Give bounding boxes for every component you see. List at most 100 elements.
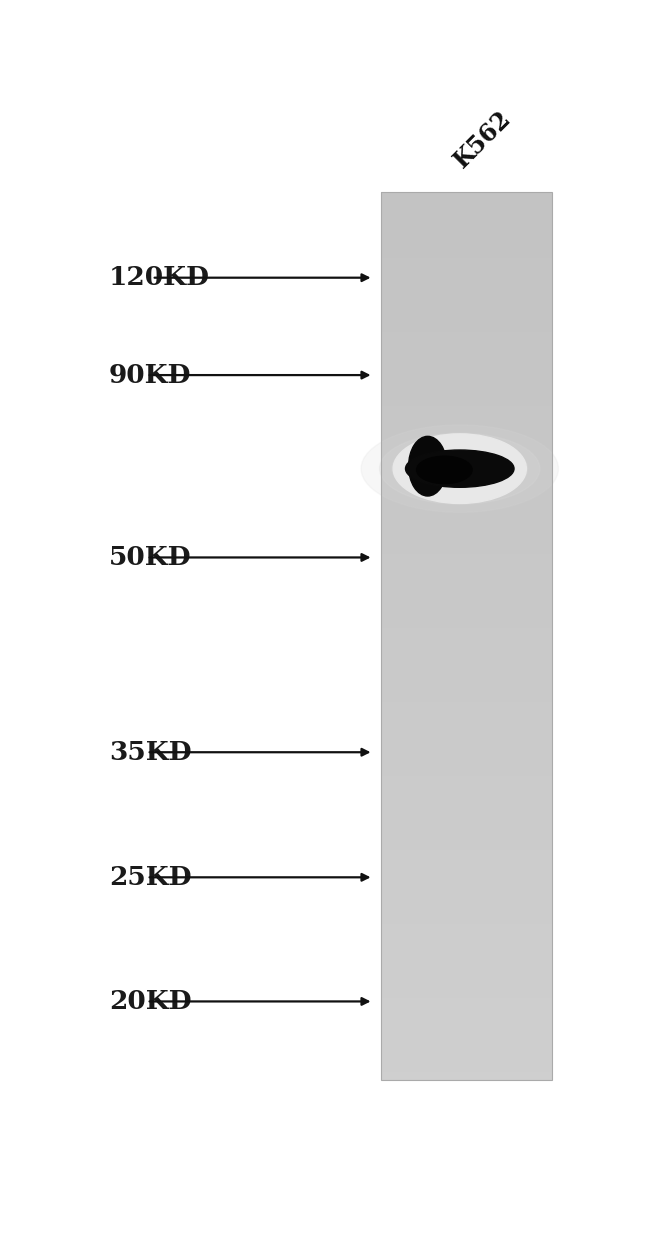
Bar <box>381 946 552 954</box>
Text: K562: K562 <box>450 107 516 172</box>
Bar <box>381 243 552 250</box>
Bar <box>381 539 552 547</box>
Bar <box>381 754 552 761</box>
Bar <box>381 332 552 340</box>
Bar <box>381 954 552 961</box>
Bar <box>381 769 552 776</box>
Bar <box>381 916 552 924</box>
Bar <box>381 998 552 1006</box>
Bar <box>381 258 552 265</box>
Bar <box>381 392 552 399</box>
Bar <box>381 325 552 332</box>
Bar <box>381 828 552 836</box>
Bar <box>381 1058 552 1065</box>
Bar <box>381 317 552 325</box>
Bar <box>381 651 552 658</box>
Bar <box>381 873 552 880</box>
Bar <box>381 422 552 429</box>
Bar <box>381 303 552 310</box>
Bar <box>381 976 552 983</box>
Bar <box>381 265 552 273</box>
Bar <box>381 377 552 384</box>
Bar <box>381 547 552 554</box>
Bar <box>381 1035 552 1043</box>
Bar <box>381 791 552 799</box>
Bar <box>381 702 552 709</box>
Bar <box>381 554 552 562</box>
Bar <box>381 207 552 215</box>
Bar <box>381 310 552 317</box>
Bar <box>381 880 552 888</box>
Bar <box>381 192 552 1080</box>
Bar <box>381 465 552 472</box>
Bar <box>381 273 552 280</box>
Bar <box>381 658 552 666</box>
Bar <box>381 510 552 517</box>
Bar <box>381 813 552 821</box>
Bar <box>381 621 552 629</box>
Bar <box>381 1006 552 1013</box>
Bar <box>381 591 552 599</box>
Bar <box>381 1013 552 1021</box>
Ellipse shape <box>409 436 447 496</box>
Bar <box>381 340 552 347</box>
Bar <box>381 666 552 673</box>
Bar <box>381 724 552 732</box>
Bar <box>381 347 552 355</box>
Bar <box>381 681 552 687</box>
Bar <box>381 746 552 754</box>
Bar <box>381 295 552 303</box>
Bar <box>381 407 552 414</box>
Bar <box>381 288 552 295</box>
Bar <box>381 991 552 998</box>
Text: 25KD: 25KD <box>109 864 192 890</box>
Bar <box>381 968 552 976</box>
Bar <box>381 1021 552 1028</box>
Bar <box>381 429 552 436</box>
Bar <box>381 495 552 502</box>
Bar <box>381 903 552 909</box>
Bar <box>381 599 552 606</box>
Text: 120KD: 120KD <box>109 265 210 290</box>
Bar <box>381 629 552 636</box>
Bar <box>381 806 552 813</box>
Ellipse shape <box>361 425 558 512</box>
Bar <box>381 532 552 539</box>
Text: 20KD: 20KD <box>109 990 192 1014</box>
Bar <box>381 924 552 931</box>
Bar <box>381 687 552 694</box>
Bar <box>381 525 552 532</box>
Bar <box>381 355 552 362</box>
Bar <box>381 636 552 644</box>
Bar <box>381 784 552 791</box>
Ellipse shape <box>417 456 472 484</box>
Bar <box>381 1043 552 1050</box>
Ellipse shape <box>393 434 526 503</box>
Text: 50KD: 50KD <box>109 544 192 570</box>
Bar <box>381 370 552 377</box>
Bar <box>381 384 552 392</box>
Bar <box>381 694 552 702</box>
Bar <box>381 717 552 724</box>
Bar <box>381 502 552 510</box>
Bar <box>381 614 552 621</box>
Bar <box>381 250 552 258</box>
Bar <box>381 983 552 991</box>
Bar <box>381 606 552 614</box>
Bar <box>381 517 552 525</box>
Text: 35KD: 35KD <box>109 740 192 765</box>
Bar <box>381 399 552 407</box>
Bar <box>381 851 552 858</box>
Bar <box>381 280 552 288</box>
Bar <box>381 821 552 828</box>
Bar <box>381 228 552 236</box>
Bar <box>381 939 552 946</box>
Bar <box>381 472 552 480</box>
Ellipse shape <box>380 433 540 505</box>
Bar <box>381 1028 552 1035</box>
Bar <box>381 673 552 681</box>
Bar <box>381 858 552 866</box>
Bar <box>381 761 552 769</box>
Bar <box>381 843 552 851</box>
Bar <box>381 732 552 739</box>
